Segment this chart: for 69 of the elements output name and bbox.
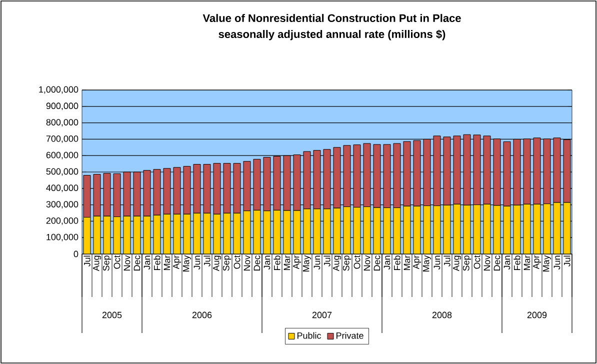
y-tick-label: 700,000 [46, 135, 78, 143]
x-tick-label: Oct [234, 255, 240, 269]
x-tick-label: Aug [212, 256, 222, 272]
x-tick-label: May [542, 255, 552, 272]
text: 2005 [102, 312, 122, 318]
y-tick-label: 500,000 [46, 168, 78, 176]
x-tick-label: May [422, 255, 432, 272]
x-tick-label: Mar [284, 255, 290, 270]
x-tick-label: Jun [194, 256, 200, 270]
chart-subtitle: seasonally adjusted annual rate (millions $) [218, 30, 446, 40]
x-tick-label: May [182, 255, 192, 272]
y-tick-label: 1,000,000 [39, 86, 78, 94]
x-tick-label: Nov [484, 255, 490, 270]
legend-label: Private [336, 332, 364, 339]
x-tick-label: Jul [444, 256, 450, 267]
text: 2006 [192, 312, 212, 318]
x-tick-label: Apr [532, 255, 542, 270]
legend-label: Public [297, 332, 322, 339]
x-tick-label: Jan [264, 256, 270, 270]
y-tick-label: 100,000 [46, 234, 78, 242]
x-tick-label: Sep [342, 256, 352, 271]
x-tick-label: Jun [314, 256, 320, 270]
x-tick-label: Oct [114, 255, 120, 269]
y-tick-label: 400,000 [46, 184, 78, 192]
x-tick-label: Nov [124, 255, 130, 270]
x-tick-label: Dec [134, 255, 140, 270]
x-tick-label: Jan [504, 256, 510, 270]
x-tick-label: Feb [154, 256, 160, 270]
x-tick-label: Jul [564, 256, 570, 267]
x-tick-label: Mar [404, 255, 410, 270]
x-tick-label: Dec [254, 255, 260, 270]
chart-title: Value of Nonresidential Construction Put in Place [202, 14, 461, 22]
x-tick-label: Oct [354, 255, 360, 269]
x-tick-label: Apr [172, 255, 182, 270]
text: 2009 [527, 312, 547, 318]
x-tick-label: Mar [164, 255, 170, 270]
y-tick-label: 300,000 [46, 201, 78, 208]
x-tick-label: Oct [474, 255, 480, 269]
x-tick-label: Nov [244, 255, 250, 270]
y-tick-label: 200,000 [46, 217, 78, 225]
x-tick-label: Sep [222, 256, 232, 271]
x-tick-label: Sep [102, 256, 112, 271]
text: 2007 [312, 312, 332, 318]
x-tick-label: May [302, 255, 312, 272]
x-tick-label: Jul [84, 256, 90, 267]
x-tick-label: Dec [494, 255, 500, 270]
x-tick-label: Apr [292, 255, 302, 270]
x-tick-label: Jun [554, 256, 560, 270]
x-tick-label: Aug [452, 256, 462, 272]
text: 2008 [432, 312, 452, 318]
x-tick-label: Feb [394, 256, 400, 270]
x-tick-label: Aug [332, 256, 342, 272]
y-tick-label: 600,000 [46, 152, 78, 160]
x-tick-label: Sep [462, 256, 472, 271]
y-tick-label: 900,000 [46, 102, 78, 110]
y-tick-label: 0 [74, 250, 78, 258]
x-tick-label: Mar [524, 255, 530, 270]
x-tick-label: Jul [204, 256, 210, 267]
x-tick-label: Feb [514, 256, 520, 270]
x-tick-label: Nov [364, 255, 370, 270]
x-tick-label: Jan [144, 256, 150, 270]
x-tick-label: Jul [324, 256, 330, 267]
x-tick-label: Aug [92, 256, 102, 272]
x-tick-label: Jun [434, 256, 440, 270]
y-tick-label: 800,000 [46, 119, 78, 127]
x-tick-label: Dec [374, 255, 380, 270]
x-tick-label: Apr [412, 255, 422, 270]
x-tick-label: Jan [384, 256, 390, 270]
x-tick-label: Feb [274, 256, 280, 270]
